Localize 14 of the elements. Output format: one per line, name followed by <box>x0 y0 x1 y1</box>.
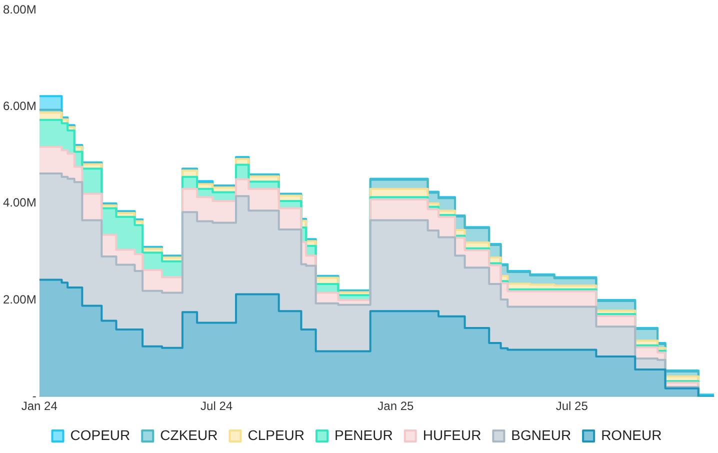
legend-label: CLPEUR <box>248 426 305 443</box>
x-tick-label: Jul 25 <box>556 399 588 414</box>
legend-label: HUFEUR <box>422 426 482 443</box>
y-tick-label: 8.00M <box>2 2 36 17</box>
legend-label: BGNEUR <box>511 426 572 443</box>
legend-label: RONEUR <box>601 426 662 443</box>
y-tick-label: 2.00M <box>2 292 36 306</box>
x-tick-label: Jul 24 <box>200 399 233 414</box>
x-tick-label: Jan 25 <box>378 399 414 414</box>
legend-label: CZKEUR <box>160 426 218 443</box>
legend-label: PENEUR <box>334 426 393 443</box>
y-tick-label: 6.00M <box>2 99 36 114</box>
y-tick-label: 4.00M <box>2 196 36 210</box>
legend-label: COPEUR <box>70 426 130 443</box>
